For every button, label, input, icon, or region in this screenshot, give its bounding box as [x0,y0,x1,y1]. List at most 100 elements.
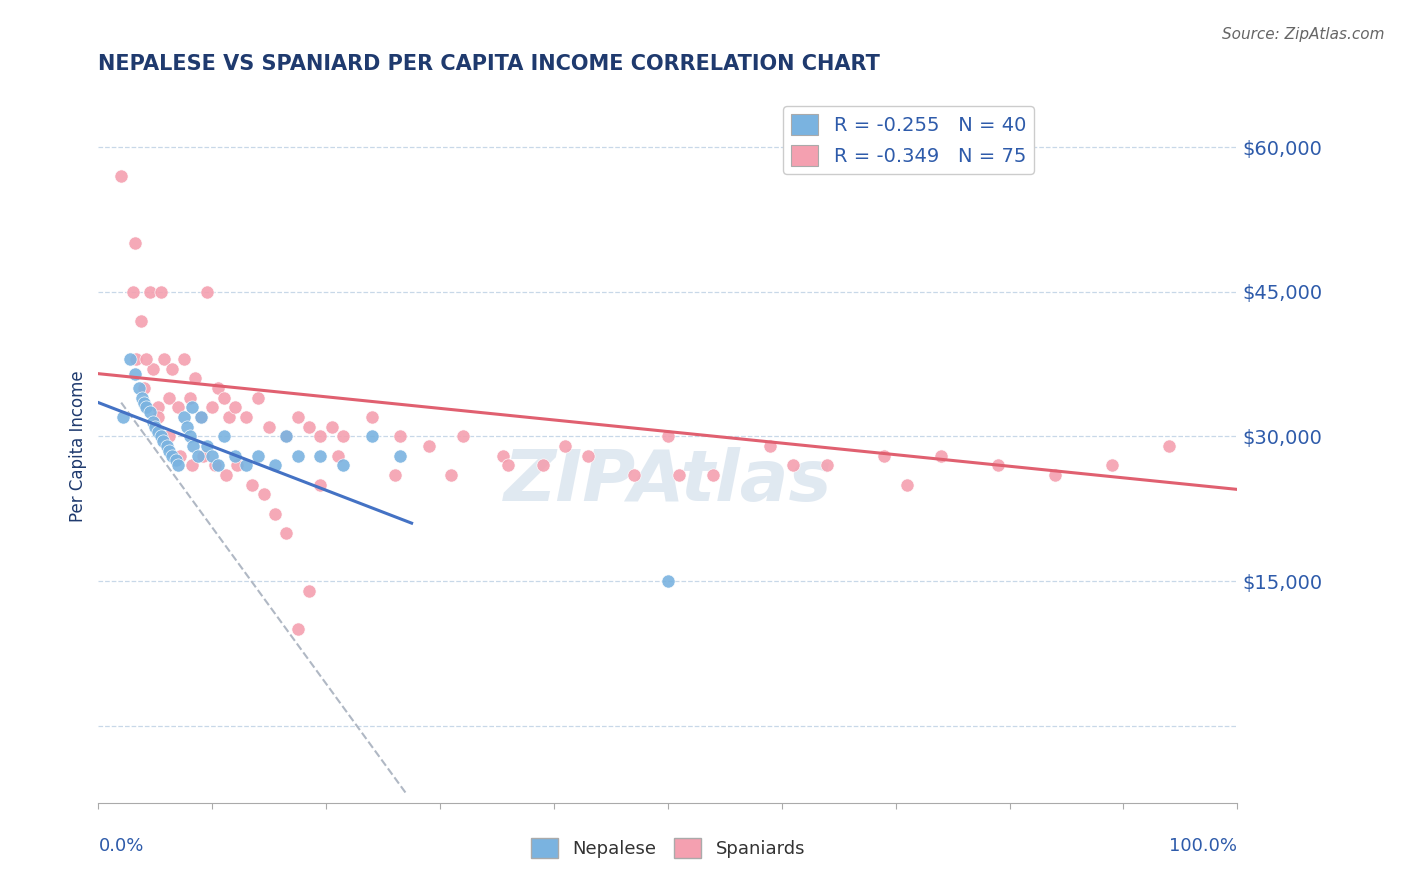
Point [142,415,165,429]
Point [360,429,382,443]
Point [1157,439,1180,453]
Point [224,401,246,415]
Point [193,449,215,463]
Point [657,429,679,443]
Point [207,381,229,395]
Legend: Nepalese, Spaniards: Nepalese, Spaniards [523,830,813,865]
Point [145,419,167,434]
Point [125,352,148,367]
Point [110,169,132,183]
Point [389,429,412,443]
Point [124,367,146,381]
Point [179,429,201,443]
Text: Source: ZipAtlas.com: Source: ZipAtlas.com [1222,27,1385,42]
Point [204,458,226,473]
Point [150,429,173,443]
Point [326,449,349,463]
Point [146,401,169,415]
Point [157,391,180,405]
Point [226,458,249,473]
Point [576,449,599,463]
Point [309,429,332,443]
Point [132,395,155,409]
Point [201,449,224,463]
Point [668,467,690,482]
Point [332,429,354,443]
Point [389,449,412,463]
Point [180,458,202,473]
Point [165,453,187,467]
Point [384,467,406,482]
Point [215,467,238,482]
Point [132,381,155,395]
Point [815,458,838,473]
Point [195,285,218,299]
Point [498,458,520,473]
Point [167,401,190,415]
Point [235,410,257,425]
Point [156,439,179,453]
Point [176,419,198,434]
Point [128,381,150,395]
Point [623,467,645,482]
Point [759,439,782,453]
Point [121,285,143,299]
Point [167,458,190,473]
Point [186,449,208,463]
Point [190,410,212,425]
Point [212,429,235,443]
Point [184,371,207,385]
Point [157,429,180,443]
Point [207,458,229,473]
Point [264,507,287,521]
Point [190,410,212,425]
Point [120,352,142,367]
Point [873,449,896,463]
Point [287,410,309,425]
Point [246,391,269,405]
Point [309,477,332,491]
Point [153,352,176,367]
Point [287,449,309,463]
Point [135,401,157,415]
Point [201,401,224,415]
Point [218,410,240,425]
Point [179,391,201,405]
Point [146,425,169,439]
Point [180,401,202,415]
Point [169,449,191,463]
Point [276,429,298,443]
Point [150,285,173,299]
Point [124,236,146,251]
Point [929,449,952,463]
Point [418,439,440,453]
Point [360,410,382,425]
Text: ZIPAtlas: ZIPAtlas [503,447,832,516]
Point [157,443,180,458]
Point [246,449,269,463]
Point [782,458,804,473]
Point [451,429,474,443]
Point [987,458,1010,473]
Point [259,419,281,434]
Point [554,439,576,453]
Y-axis label: Per Capita Income: Per Capita Income [69,370,87,522]
Point [138,285,160,299]
Point [440,467,463,482]
Point [298,419,321,434]
Point [235,458,257,473]
Point [135,352,157,367]
Point [531,458,554,473]
Point [252,487,274,501]
Point [195,439,218,453]
Point [276,429,298,443]
Point [129,313,152,327]
Point [212,391,235,405]
Point [702,467,724,482]
Point [287,622,309,636]
Point [1101,458,1123,473]
Point [112,410,135,425]
Point [181,439,204,453]
Point [332,458,354,473]
Point [264,458,287,473]
